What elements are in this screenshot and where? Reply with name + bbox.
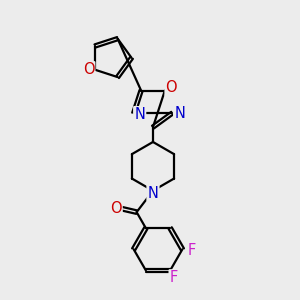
Text: F: F <box>170 270 178 285</box>
Text: O: O <box>110 201 122 216</box>
Text: N: N <box>134 107 145 122</box>
Text: O: O <box>83 62 94 77</box>
Text: N: N <box>148 186 158 201</box>
Text: N: N <box>174 106 185 121</box>
Text: F: F <box>187 243 195 258</box>
Text: O: O <box>166 80 177 95</box>
